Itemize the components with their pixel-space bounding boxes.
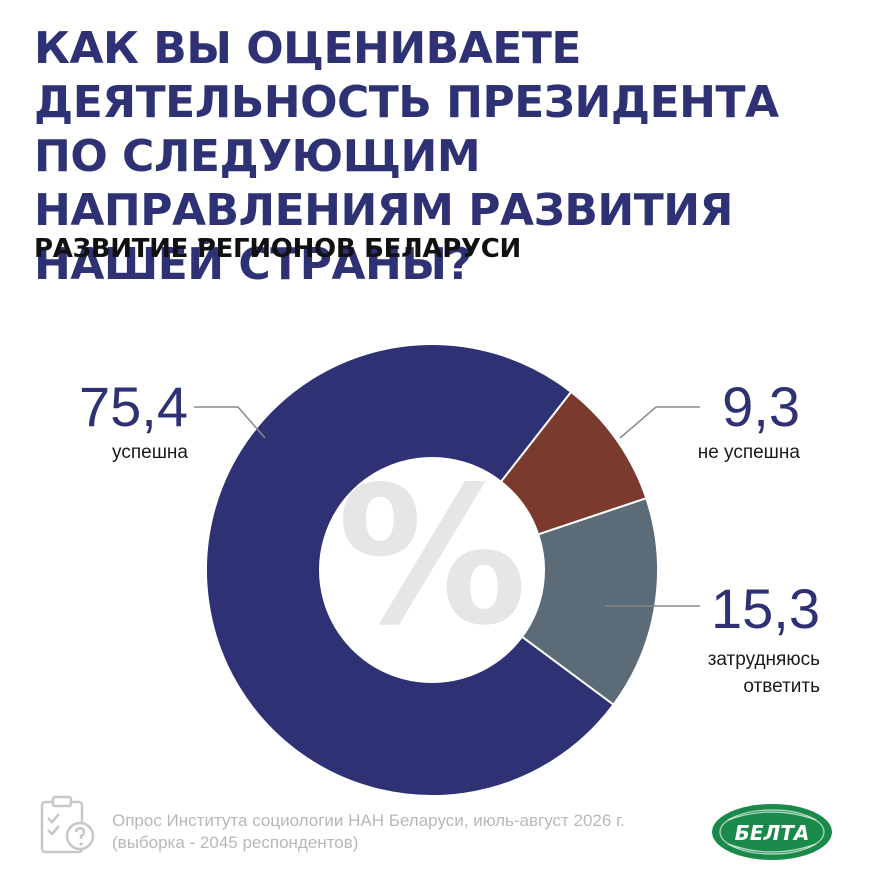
- category-label-unsure-line2: ответить: [743, 676, 820, 697]
- survey-source-line1: Опрос Института социологии НАН Беларуси,…: [112, 811, 625, 830]
- survey-source-line2: (выборка - 2045 респондентов): [112, 833, 359, 852]
- survey-source: Опрос Института социологии НАН Беларуси,…: [112, 810, 702, 854]
- category-label-success: успешна: [112, 442, 188, 463]
- slice-unsure: [520, 496, 659, 707]
- chart-title: КАК ВЫ ОЦЕНИВАЕТЕ ДЕЯТЕЛЬНОСТЬ ПРЕЗИДЕНТ…: [34, 23, 779, 290]
- leader-line-fail: [619, 406, 700, 439]
- clipboard-question-icon: [40, 795, 95, 854]
- svg-text:БЕЛТА: БЕЛТА: [735, 821, 810, 845]
- belta-logo: БЕЛТА: [712, 804, 832, 860]
- value-label-fail: 9,3: [722, 375, 800, 438]
- value-label-success: 75,4: [79, 375, 188, 438]
- category-label-unsure-line1: затрудняюсь: [708, 649, 820, 670]
- value-label-unsure: 15,3: [711, 577, 820, 640]
- chart-subtitle: РАЗВИТИЕ РЕГИОНОВ БЕЛАРУСИ: [34, 234, 521, 264]
- percent-symbol: %: [337, 446, 527, 667]
- category-label-fail: не успешна: [698, 442, 801, 463]
- leader-line-success: [194, 406, 266, 439]
- slice-success: [205, 343, 615, 797]
